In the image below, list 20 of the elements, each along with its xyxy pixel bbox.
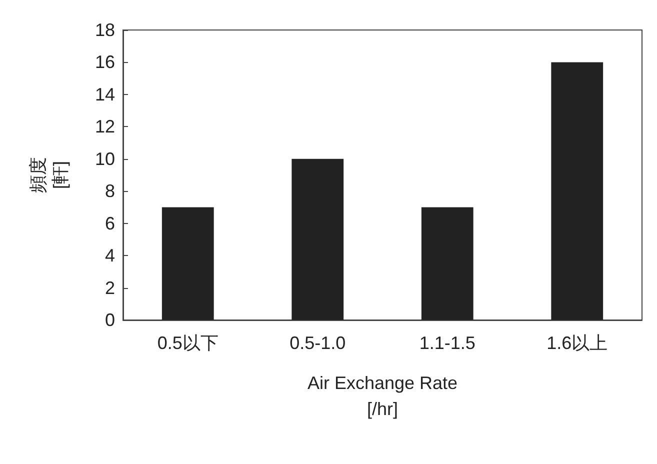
- y-tick-label: 12: [94, 116, 115, 137]
- y-tick-label: 10: [94, 148, 115, 169]
- y-tick-label: 0: [104, 310, 115, 330]
- x-tick-label: 0.5以下: [157, 333, 218, 353]
- y-tick-label: 2: [104, 278, 115, 298]
- y-tick-label: 4: [104, 246, 115, 266]
- y-tick-label: 16: [94, 52, 115, 72]
- bar: [551, 62, 604, 320]
- bar: [292, 158, 344, 320]
- y-tick-label: 8: [104, 181, 115, 202]
- y-tick-label: 14: [94, 84, 115, 104]
- x-tick-label: 1.6以上: [546, 333, 608, 353]
- x-tick-label: 1.1-1.5: [419, 333, 476, 353]
- y-tick-label: 6: [104, 213, 115, 234]
- y-axis-title: 頻度 [軒]: [28, 157, 70, 193]
- y-tick-label: 18: [94, 20, 115, 40]
- bar: [421, 207, 474, 320]
- x-tick-label: 0.5-1.0: [290, 333, 346, 353]
- x-axis-title: Air Exchange Rate [/hr]: [307, 373, 458, 419]
- bar: [162, 207, 214, 320]
